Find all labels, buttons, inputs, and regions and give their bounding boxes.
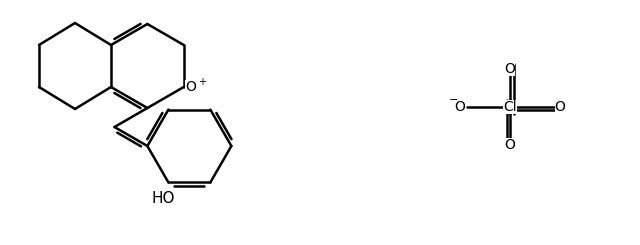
Text: O: O (555, 100, 565, 114)
Text: −: − (449, 95, 459, 105)
Text: +: + (198, 77, 205, 87)
Text: O: O (454, 100, 465, 114)
Text: Cl: Cl (503, 100, 517, 114)
Text: HO: HO (152, 191, 175, 206)
Text: O: O (504, 138, 515, 152)
Text: O: O (186, 80, 196, 94)
Text: O: O (504, 62, 515, 76)
